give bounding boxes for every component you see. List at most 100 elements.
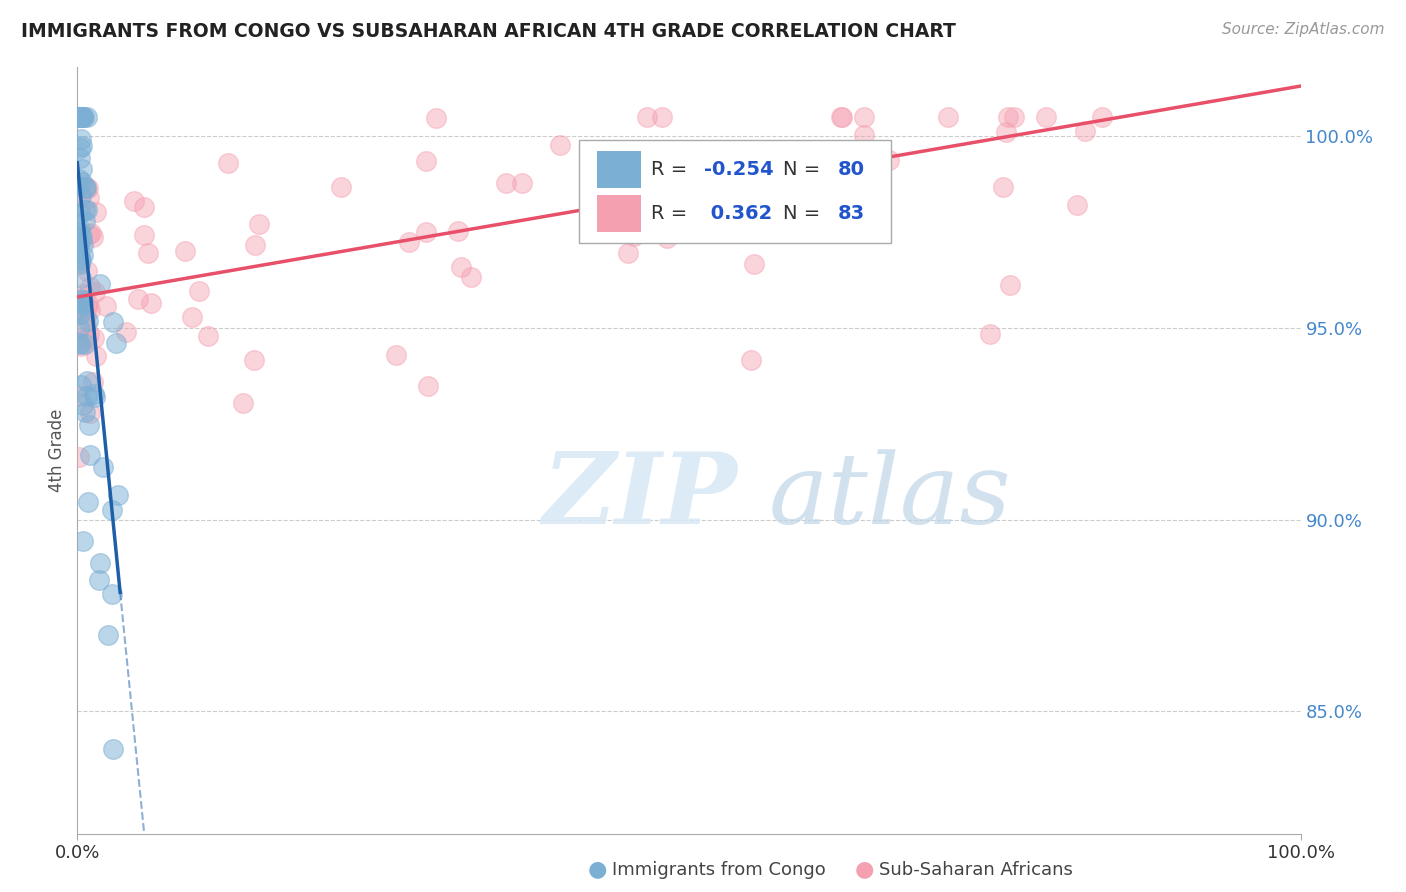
Text: N =: N = bbox=[783, 160, 827, 179]
Point bbox=[651, 110, 673, 124]
Point bbox=[384, 348, 406, 362]
Text: Immigrants from Congo: Immigrants from Congo bbox=[612, 861, 825, 879]
Point bbox=[89, 277, 111, 291]
Point bbox=[398, 235, 420, 249]
Point bbox=[122, 194, 145, 208]
Point bbox=[69, 257, 91, 271]
Point bbox=[75, 181, 97, 195]
Text: IMMIGRANTS FROM CONGO VS SUBSAHARAN AFRICAN 4TH GRADE CORRELATION CHART: IMMIGRANTS FROM CONGO VS SUBSAHARAN AFRI… bbox=[21, 22, 956, 41]
Point bbox=[877, 153, 900, 167]
Point bbox=[97, 628, 120, 642]
Point bbox=[330, 180, 353, 194]
Point bbox=[655, 231, 678, 245]
Text: R =: R = bbox=[651, 204, 693, 223]
Point bbox=[1066, 198, 1088, 212]
Point bbox=[67, 110, 90, 124]
Point bbox=[101, 314, 124, 328]
Point bbox=[70, 138, 93, 153]
Point bbox=[995, 125, 1018, 139]
Point bbox=[91, 460, 114, 475]
Point bbox=[76, 264, 98, 278]
Point bbox=[72, 110, 94, 124]
Point bbox=[83, 285, 105, 300]
Point bbox=[101, 742, 124, 756]
Point bbox=[80, 226, 103, 240]
Point bbox=[94, 299, 117, 313]
Point bbox=[69, 110, 91, 124]
Point bbox=[89, 556, 111, 570]
Point bbox=[243, 352, 266, 367]
Point bbox=[69, 253, 91, 268]
Y-axis label: 4th Grade: 4th Grade bbox=[48, 409, 66, 492]
Point bbox=[245, 237, 267, 252]
Point bbox=[72, 174, 94, 188]
Point bbox=[623, 229, 645, 244]
Point bbox=[616, 246, 638, 260]
Point bbox=[138, 246, 160, 260]
Point bbox=[180, 310, 202, 324]
Point bbox=[495, 176, 517, 190]
Point bbox=[67, 301, 90, 315]
Point bbox=[742, 257, 765, 271]
Point bbox=[101, 503, 124, 517]
Point bbox=[79, 448, 101, 462]
Point bbox=[83, 386, 105, 401]
Point bbox=[84, 204, 107, 219]
Point bbox=[548, 138, 571, 153]
Point bbox=[69, 191, 91, 205]
Point bbox=[72, 293, 94, 308]
Point bbox=[70, 110, 93, 124]
Point bbox=[69, 336, 91, 351]
Point bbox=[76, 110, 98, 124]
Point bbox=[70, 161, 93, 176]
Point bbox=[84, 390, 107, 404]
Point bbox=[636, 110, 658, 124]
Point bbox=[67, 237, 90, 252]
Point bbox=[75, 308, 97, 322]
Point bbox=[232, 395, 254, 409]
Text: ●: ● bbox=[855, 860, 875, 880]
FancyBboxPatch shape bbox=[598, 194, 641, 233]
Point bbox=[69, 296, 91, 310]
Point bbox=[77, 327, 100, 342]
Text: ZIP: ZIP bbox=[543, 449, 737, 545]
Point bbox=[67, 301, 90, 315]
Point bbox=[73, 110, 96, 124]
Point bbox=[831, 110, 853, 124]
Point bbox=[114, 325, 136, 339]
Point bbox=[67, 110, 90, 124]
Text: -0.254: -0.254 bbox=[703, 160, 773, 179]
Point bbox=[70, 110, 93, 124]
Point bbox=[76, 374, 98, 388]
Point bbox=[77, 191, 100, 205]
Point bbox=[693, 183, 716, 197]
Point bbox=[87, 573, 110, 587]
Text: 83: 83 bbox=[838, 204, 865, 223]
Point bbox=[69, 110, 91, 124]
Point bbox=[76, 297, 98, 311]
Point bbox=[69, 151, 91, 165]
Point bbox=[84, 349, 107, 363]
Point bbox=[69, 251, 91, 265]
Point bbox=[936, 110, 959, 124]
Point bbox=[132, 200, 155, 214]
Point bbox=[79, 406, 101, 420]
Point bbox=[82, 229, 104, 244]
Point bbox=[853, 110, 876, 124]
Point bbox=[73, 333, 96, 347]
Point bbox=[450, 260, 472, 274]
Point bbox=[991, 180, 1014, 194]
Point bbox=[73, 214, 96, 228]
Point bbox=[69, 172, 91, 186]
Point bbox=[73, 202, 96, 217]
Point bbox=[173, 244, 195, 258]
Point bbox=[67, 179, 90, 194]
Point bbox=[1091, 110, 1114, 124]
Point bbox=[76, 300, 98, 314]
Point bbox=[82, 375, 104, 389]
Point bbox=[415, 153, 437, 168]
Point bbox=[77, 418, 100, 433]
Point bbox=[416, 379, 439, 393]
Point bbox=[70, 292, 93, 306]
Point bbox=[415, 225, 437, 239]
